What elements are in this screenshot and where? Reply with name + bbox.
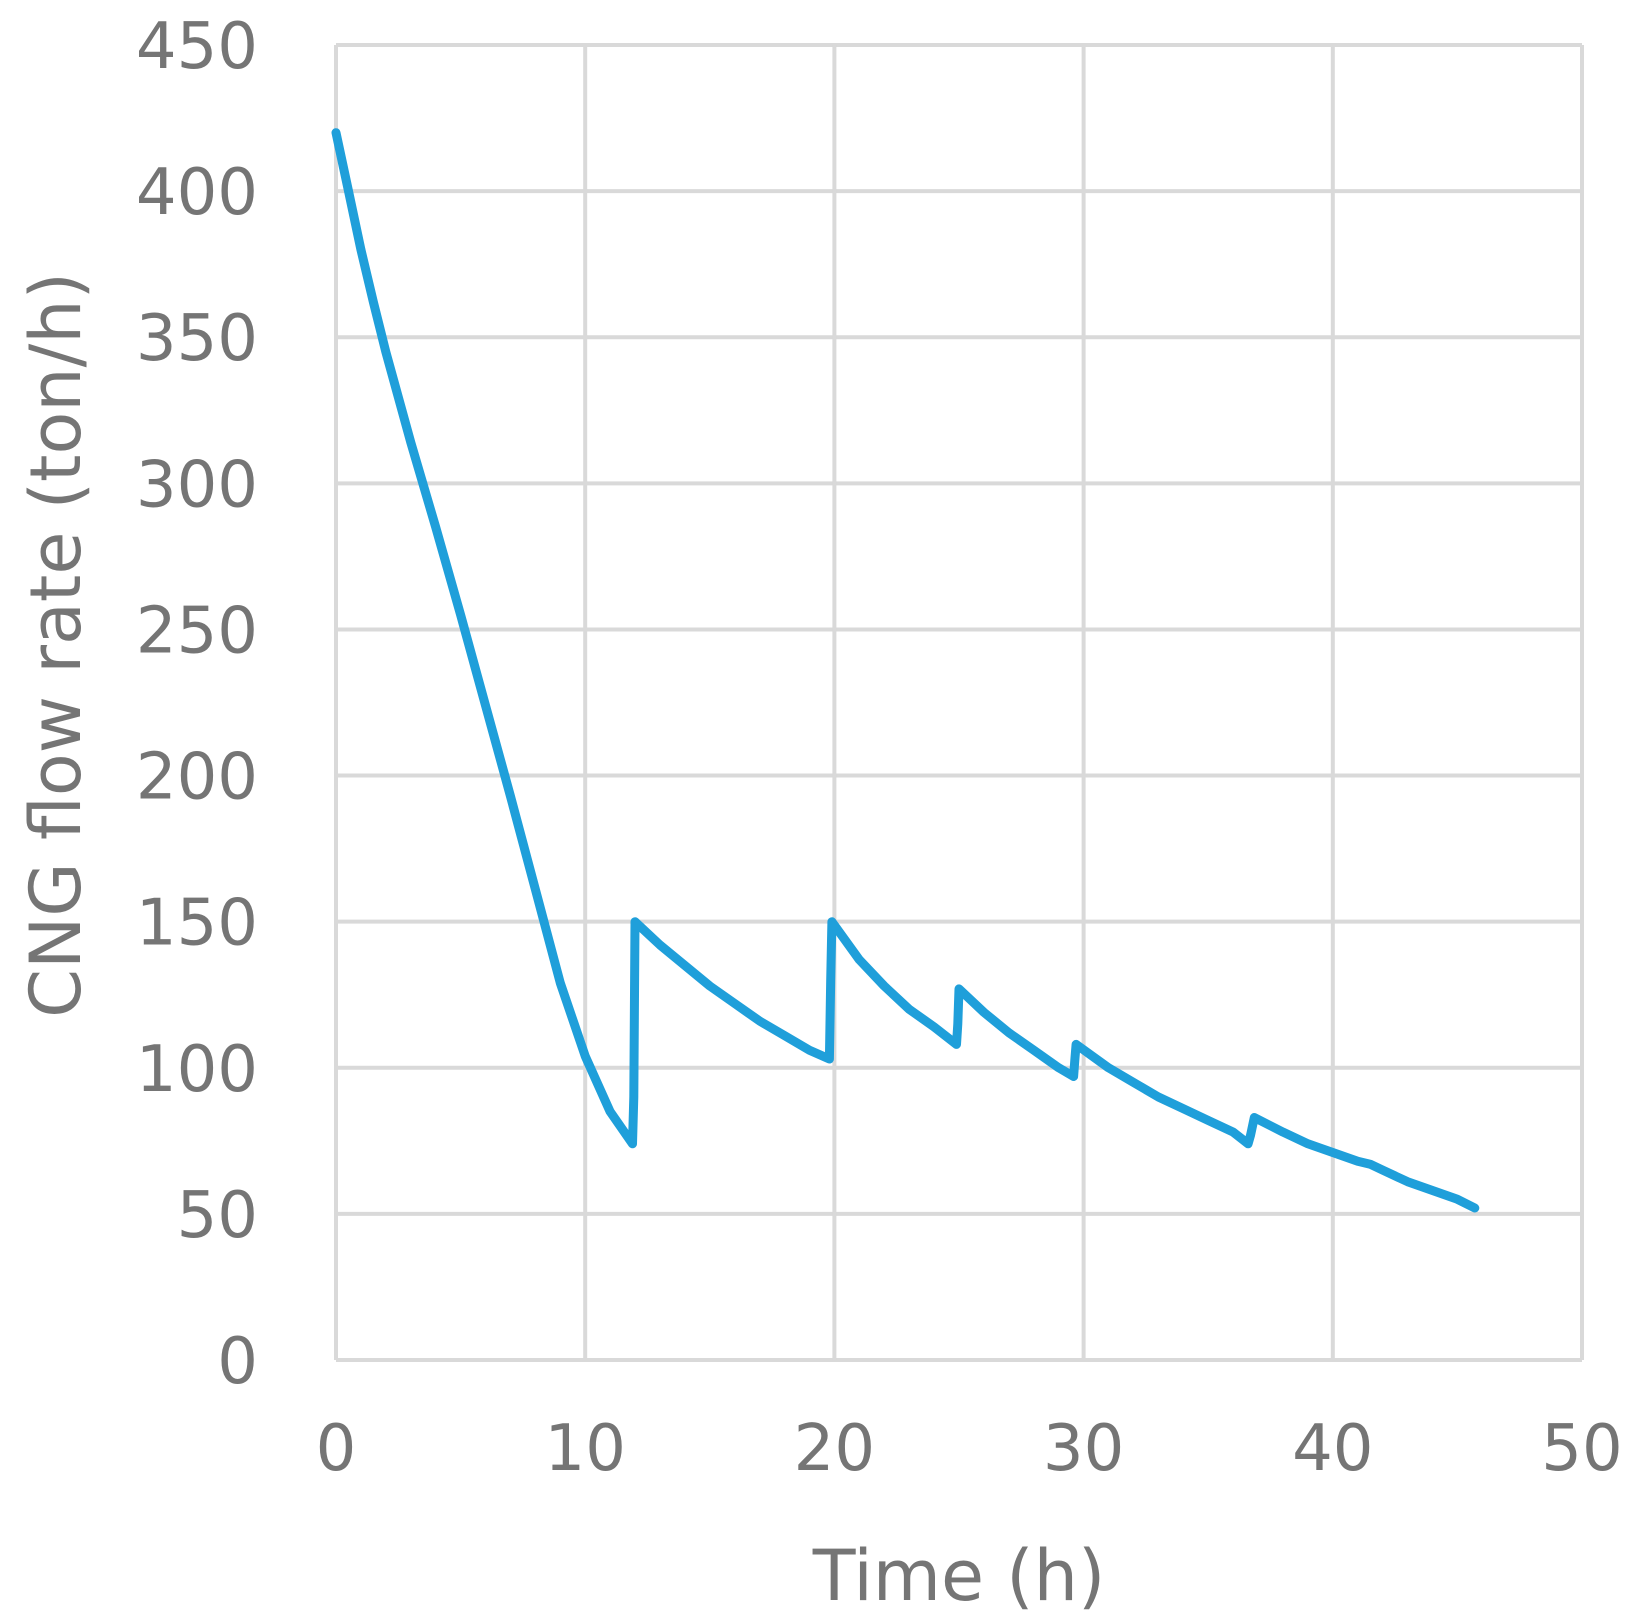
x-axis-title: Time (h) xyxy=(812,1535,1106,1617)
y-tick-label: 250 xyxy=(136,594,258,668)
y-tick-label: 100 xyxy=(136,1033,258,1107)
series-layer xyxy=(331,128,1480,1213)
y-tick-label: 300 xyxy=(136,448,258,522)
x-tick-label: 30 xyxy=(1043,1412,1124,1486)
y-axis-ticks: 0 50 100 150 200 250 300 350 400 450 xyxy=(136,10,258,1399)
y-axis-title: CNG flow rate (ton/h) xyxy=(15,272,97,1018)
x-tick-label: 0 xyxy=(316,1412,357,1486)
y-tick-label: 50 xyxy=(177,1179,258,1253)
y-tick-label: 400 xyxy=(136,156,258,230)
y-tick-label: 350 xyxy=(136,302,258,376)
x-axis-ticks: 0 10 20 30 40 50 xyxy=(316,1412,1623,1486)
grid-lines xyxy=(334,43,1584,1362)
x-tick-label: 10 xyxy=(544,1412,625,1486)
x-tick-label: 50 xyxy=(1541,1412,1622,1486)
y-tick-label: 450 xyxy=(136,10,258,84)
y-tick-label: 200 xyxy=(136,741,258,815)
y-tick-label: 150 xyxy=(136,887,258,961)
x-tick-label: 20 xyxy=(794,1412,875,1486)
x-tick-label: 40 xyxy=(1292,1412,1373,1486)
y-tick-label: 0 xyxy=(217,1325,258,1399)
series-line xyxy=(331,128,1480,1213)
